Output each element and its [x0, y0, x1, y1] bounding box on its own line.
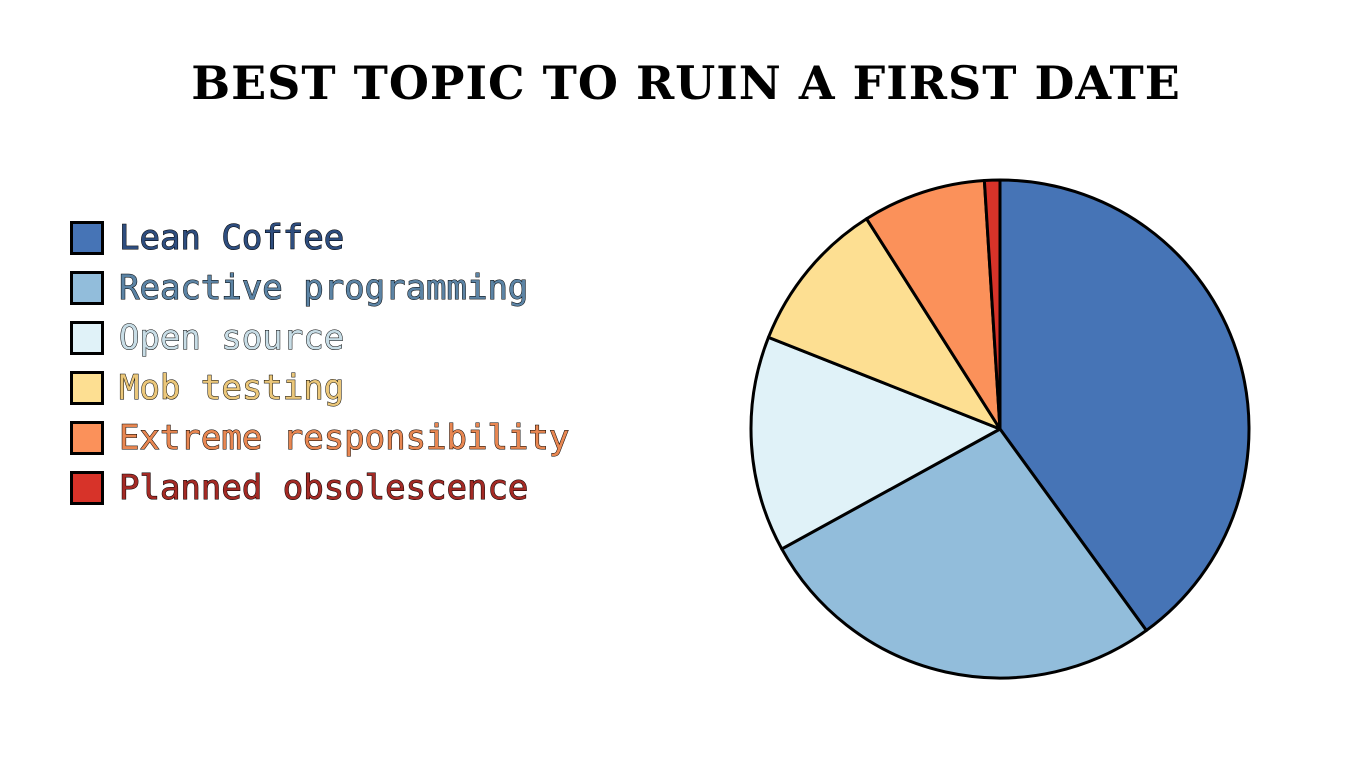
pie-slice-lean-coffee	[998, 178, 1251, 632]
legend-item: Lean Coffee	[70, 213, 569, 263]
legend-label: Open source	[118, 318, 345, 359]
pie-slice-planned-obsolescence	[982, 178, 1002, 431]
legend-item: Reactive programming	[70, 263, 569, 313]
legend-swatch	[70, 471, 104, 505]
legend-swatch	[70, 321, 104, 355]
pie-plot	[749, 178, 1251, 680]
pie-slice-open-source	[749, 335, 1002, 551]
legend-label: Mob testing	[118, 368, 345, 409]
legend-item: Planned obsolescence	[70, 463, 569, 513]
legend-swatch	[70, 271, 104, 305]
legend-label: Extreme responsibility	[118, 418, 570, 459]
legend-label: Planned obsolescence	[118, 468, 529, 509]
legend-item: Extreme responsibility	[70, 413, 570, 463]
legend-swatch	[70, 371, 104, 405]
legend-item: Open source	[70, 313, 569, 363]
legend-swatch	[70, 421, 104, 455]
legend-item: Mob testing	[70, 363, 569, 413]
legend-label: Lean Coffee	[118, 218, 345, 259]
pie-slice-extreme-responsibility	[865, 178, 1002, 431]
chart-legend: Lean Coffee Reactive programming Open so…	[70, 213, 570, 513]
legend-swatch	[70, 221, 104, 255]
chart-title: BEST TOPIC TO RUIN A FIRST DATE	[191, 56, 1181, 110]
pie-slice-mob-testing	[766, 217, 1002, 431]
pie-slice-reactive-programming	[780, 427, 1148, 680]
legend-label: Reactive programming	[118, 268, 529, 309]
